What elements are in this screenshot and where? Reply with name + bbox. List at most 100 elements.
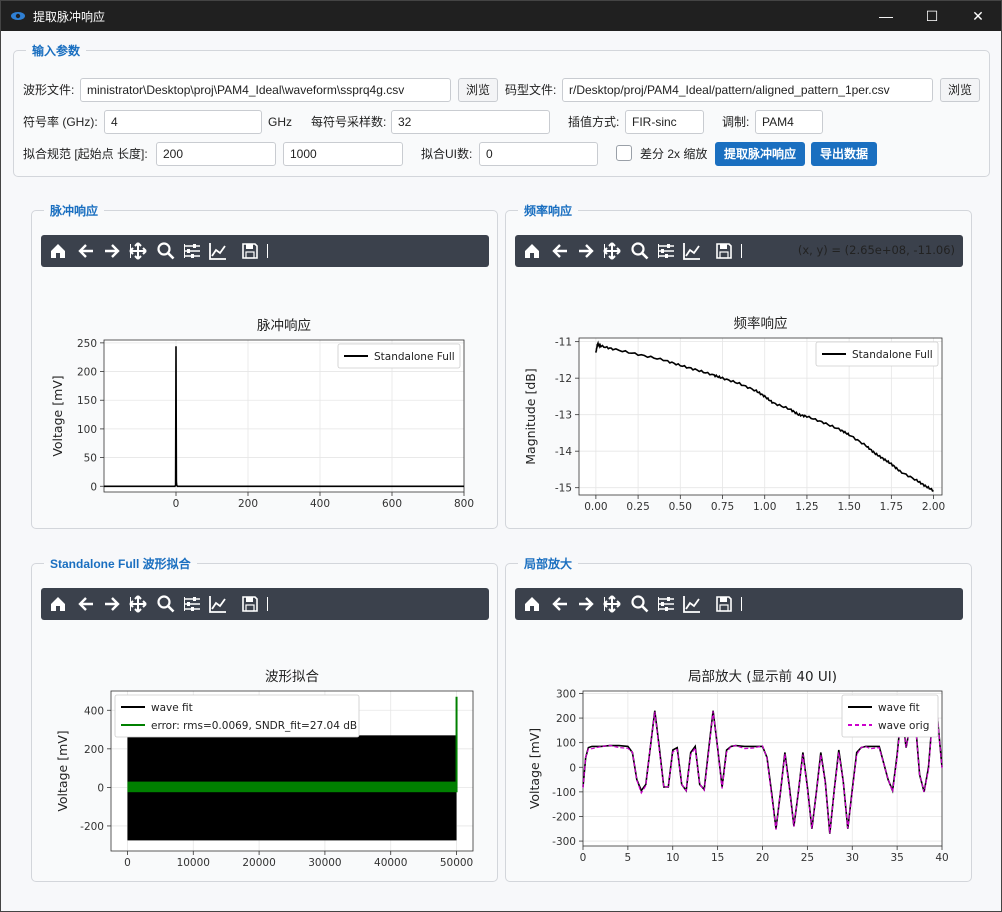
x-tick-label: 0 <box>124 857 131 869</box>
home-icon[interactable] <box>522 241 542 261</box>
toolbar-separator <box>184 244 185 258</box>
home-icon[interactable] <box>48 241 68 261</box>
browse-pattern-button[interactable]: 浏览 <box>940 78 980 102</box>
save-icon[interactable] <box>714 241 734 261</box>
wavefit-plot-toolbar <box>41 588 489 620</box>
fit-start-input[interactable]: 200 <box>156 142 276 166</box>
forward-icon[interactable] <box>102 241 122 261</box>
y-tick-label: 250 <box>77 338 97 350</box>
x-tick-label: 0 <box>173 498 180 510</box>
impulse-response-chart: 脉冲响应0200400600800050100150200250Time [UI… <box>50 317 474 510</box>
legend-label: Standalone Full <box>852 349 933 361</box>
browse-waveform-button[interactable]: 浏览 <box>458 78 498 102</box>
axes-icon[interactable] <box>682 594 702 614</box>
x-tick-label: 5 <box>625 852 632 864</box>
x-tick-label: 40 <box>935 852 948 864</box>
axes-icon[interactable] <box>682 241 702 261</box>
forward-icon[interactable] <box>576 594 596 614</box>
cursor-coordinate-readout: (x, y) = (2.65e+08, -11.06) <box>797 243 955 257</box>
subplots-icon[interactable] <box>182 594 202 614</box>
zoom-panel-legend: 局部放大 <box>524 557 573 571</box>
diff-scale-checkbox[interactable] <box>616 145 632 161</box>
x-tick-label: 35 <box>890 852 903 864</box>
back-icon[interactable] <box>76 594 96 614</box>
home-icon[interactable] <box>522 594 542 614</box>
y-tick-label: 0 <box>97 782 104 794</box>
samples-per-symbol-input[interactable]: 32 <box>391 110 550 134</box>
zoom-icon[interactable] <box>630 594 650 614</box>
y-tick-label: 50 <box>84 453 97 465</box>
home-icon[interactable] <box>48 594 68 614</box>
impulse-series-line <box>104 346 464 488</box>
symbol-rate-unit: GHz <box>268 115 292 129</box>
extract-impulse-button[interactable]: 提取脉冲响应 <box>715 142 805 166</box>
axes-icon[interactable] <box>208 594 228 614</box>
save-icon[interactable] <box>714 594 734 614</box>
legend-label: error: rms=0.0069, SNDR_fit=27.04 dB <box>151 720 357 732</box>
modulation-label: 调制: <box>722 115 750 129</box>
pan-icon[interactable] <box>602 241 622 261</box>
waveform-file-input[interactable]: ministrator\Desktop\proj\PAM4_Ideal\wave… <box>80 78 451 102</box>
x-tick-label: 0 <box>580 852 587 864</box>
legend-box <box>114 694 360 738</box>
legend-box <box>815 341 939 367</box>
y-tick-label: 0 <box>90 481 97 493</box>
symbol-rate-input[interactable]: 4 <box>104 110 262 134</box>
legend-box <box>841 694 939 738</box>
interp-method-select[interactable]: FIR-sinc <box>625 110 704 134</box>
y-axis-label: Voltage [mV] <box>55 730 70 811</box>
toolbar-separator <box>604 597 605 611</box>
minimize-button[interactable]: — <box>863 1 909 31</box>
zoom-chart: 局部放大 (显示前 40 UI) 0 5 10 15 20 25 30 35 40 300 200 10… <box>527 668 949 869</box>
forward-icon[interactable] <box>102 594 122 614</box>
impulse-panel-legend: 脉冲响应 <box>50 204 99 218</box>
modulation-select[interactable]: PAM4 <box>755 110 823 134</box>
x-tick-label: 800 <box>454 498 474 510</box>
y-axis-label: Magnitude [dB] <box>523 368 538 464</box>
back-icon[interactable] <box>550 241 570 261</box>
fit-ui-input[interactable]: 0 <box>479 142 598 166</box>
pan-icon[interactable] <box>128 594 148 614</box>
plot-frame <box>103 339 465 493</box>
x-tick-label: 25 <box>801 852 814 864</box>
maximize-button[interactable]: ☐ <box>909 1 955 31</box>
fit-length-input[interactable]: 1000 <box>283 142 403 166</box>
pan-icon[interactable] <box>128 241 148 261</box>
pattern-file-input[interactable]: r/Desktop/proj/PAM4_Ideal/pattern/aligne… <box>562 78 933 102</box>
app-eye-icon <box>11 12 25 20</box>
waveform-file-label: 波形文件: <box>23 83 75 97</box>
legend-label: wave fit <box>878 702 920 714</box>
y-tick-label: 200 <box>84 744 104 756</box>
zoom-icon[interactable] <box>630 241 650 261</box>
y-tick-label: 100 <box>556 738 576 750</box>
samples-per-symbol-label: 每符号采样数: <box>311 115 387 129</box>
subplots-icon[interactable] <box>656 241 676 261</box>
x-tick-label: 1.25 <box>795 501 818 511</box>
y-tick-label: -15 <box>555 483 572 495</box>
y-axis-label: Voltage [mV] <box>50 375 65 456</box>
forward-icon[interactable] <box>576 241 596 261</box>
title-bar[interactable]: 提取脉冲响应 — ☐ ✕ <box>1 1 1001 31</box>
zoom-icon[interactable] <box>156 594 176 614</box>
legend-box <box>337 343 461 369</box>
zoom-icon[interactable] <box>156 241 176 261</box>
wavefit-panel-legend: Standalone Full 波形拟合 <box>50 557 191 571</box>
save-icon[interactable] <box>240 594 260 614</box>
export-data-button[interactable]: 导出数据 <box>811 142 877 166</box>
axes-icon[interactable] <box>208 241 228 261</box>
y-tick-label: -13 <box>555 410 572 422</box>
save-icon[interactable] <box>240 241 260 261</box>
chart-title: 频率响应 <box>734 315 788 332</box>
maximize-icon: ☐ <box>925 7 939 24</box>
pan-icon[interactable] <box>602 594 622 614</box>
plot-frame <box>582 690 943 847</box>
back-icon[interactable] <box>550 594 570 614</box>
error-band <box>127 781 457 793</box>
y-tick-label: 0 <box>569 762 576 774</box>
subplots-icon[interactable] <box>656 594 676 614</box>
y-tick-label: 400 <box>84 705 104 717</box>
subplots-icon[interactable] <box>182 241 202 261</box>
back-icon[interactable] <box>76 241 96 261</box>
close-button[interactable]: ✕ <box>955 1 1001 31</box>
y-tick-label: 200 <box>77 367 97 379</box>
